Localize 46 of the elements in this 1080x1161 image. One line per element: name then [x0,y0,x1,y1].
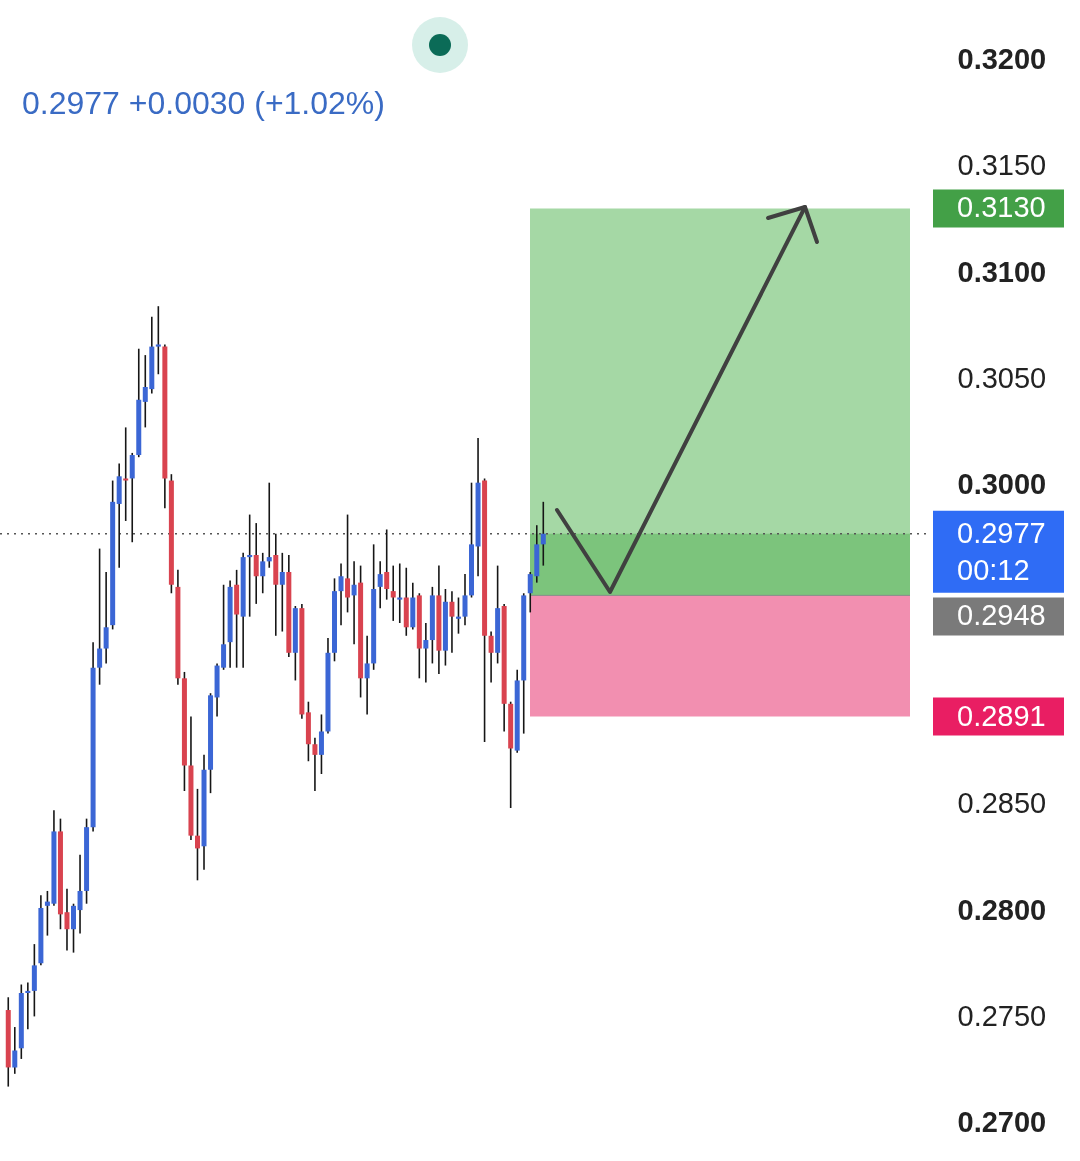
candlestick [279,552,285,633]
candlestick [384,528,390,601]
candlestick [155,305,161,376]
y-tick-label: 0.2750 [957,999,1047,1032]
ref-line-label: 0.2948 [957,599,1046,632]
candlestick [312,737,318,792]
candlestick [71,902,77,954]
candlestick [194,788,200,882]
band-label: 0.2891 [957,699,1046,732]
candlestick [77,854,83,935]
candlestick [129,452,135,544]
candlestick [25,981,31,1030]
y-tick-label: 0.3050 [957,361,1047,394]
candlestick [540,501,546,567]
candlestick [423,622,429,684]
band-label: 0.3130 [957,191,1046,224]
candlestick [247,513,253,618]
candlestick [351,560,357,646]
y-tick-label: 0.2700 [957,1106,1047,1139]
candlestick [97,547,103,686]
candlestick [345,513,351,614]
candlestick [449,590,455,654]
y-tick-label: 0.3200 [957,43,1047,76]
text: 00:12 [957,553,1030,586]
y-tick-label: 0.2850 [957,787,1047,820]
candlestick [397,562,403,624]
y-tick-label: 0.2800 [957,893,1047,926]
candlestick [318,713,324,775]
y-tick-label: 0.3100 [957,255,1047,288]
text: 0.2977 +0.0030 (+1.02%) [22,85,385,121]
candlestick [364,634,370,716]
candlestick [390,564,396,622]
candlestick [455,596,461,635]
candlestick [488,630,494,684]
candlestick [253,522,259,605]
candlestick [266,481,272,569]
candlestick [462,573,468,626]
y-tick-label: 0.3000 [957,468,1047,501]
candlestick [123,426,129,522]
candlestick [103,571,109,665]
candlestick [260,552,266,595]
candlestick [338,562,344,626]
y-tick-label: 0.3150 [957,149,1047,182]
ref-line-label: 0.2977 [957,516,1046,549]
candlestick [12,1026,18,1075]
candlestick [377,560,383,609]
